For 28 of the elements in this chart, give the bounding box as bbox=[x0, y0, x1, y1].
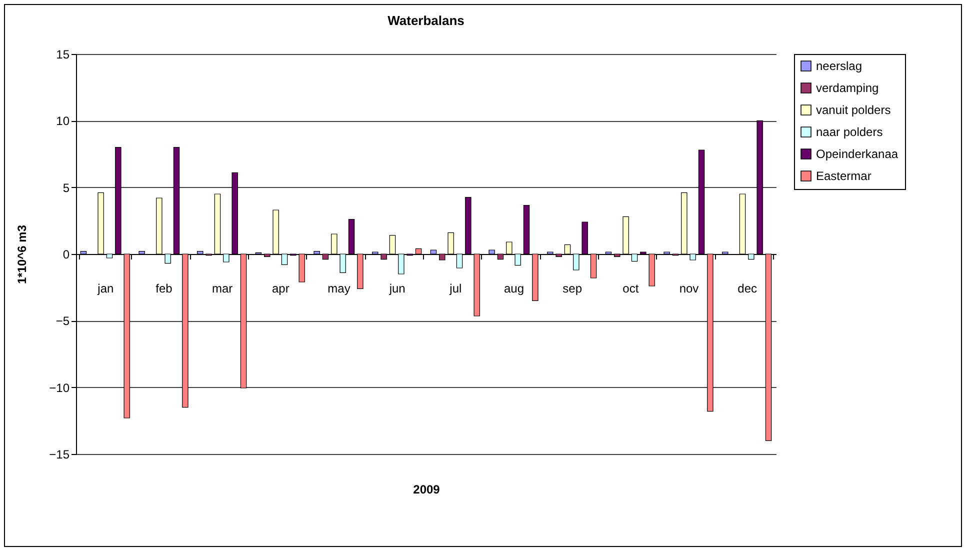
legend-label: vanuit polders bbox=[816, 103, 891, 117]
y-tick-label: 15 bbox=[56, 48, 70, 62]
x-tick-label: jun bbox=[388, 282, 406, 296]
x-tick-label: jul bbox=[448, 282, 462, 296]
x-tick-label: jan bbox=[96, 282, 114, 296]
legend-label: Eastermar bbox=[816, 169, 872, 183]
y-tick-label: 10 bbox=[56, 114, 70, 128]
x-tick-label: may bbox=[328, 282, 350, 296]
legend-label: neerslag bbox=[816, 59, 862, 73]
x-axis-title: 2009 bbox=[413, 482, 440, 496]
y-tick-label: −10 bbox=[49, 380, 70, 395]
x-tick-label: apr bbox=[272, 282, 290, 296]
legend-label: verdamping bbox=[816, 81, 879, 95]
x-tick-label: nov bbox=[679, 282, 699, 296]
y-tick-label: −15 bbox=[49, 448, 70, 462]
chart-title: Waterbalans bbox=[388, 13, 464, 28]
y-tick-label: 5 bbox=[62, 180, 70, 195]
x-tick-label: aug bbox=[504, 282, 524, 296]
x-tick-label: sep bbox=[562, 282, 582, 296]
y-tick-label: −5 bbox=[56, 314, 70, 328]
legend-label: Opeinderkanaa bbox=[816, 147, 898, 161]
x-tick-label: dec bbox=[738, 282, 758, 296]
x-tick-label: oct bbox=[622, 282, 640, 296]
y-axis-title: 1*10^6 m3 bbox=[15, 224, 30, 284]
x-tick-label: feb bbox=[156, 282, 173, 296]
legend-label: naar polders bbox=[816, 125, 883, 139]
y-tick-label: 0 bbox=[62, 248, 70, 262]
x-tick-label: mar bbox=[212, 282, 233, 296]
